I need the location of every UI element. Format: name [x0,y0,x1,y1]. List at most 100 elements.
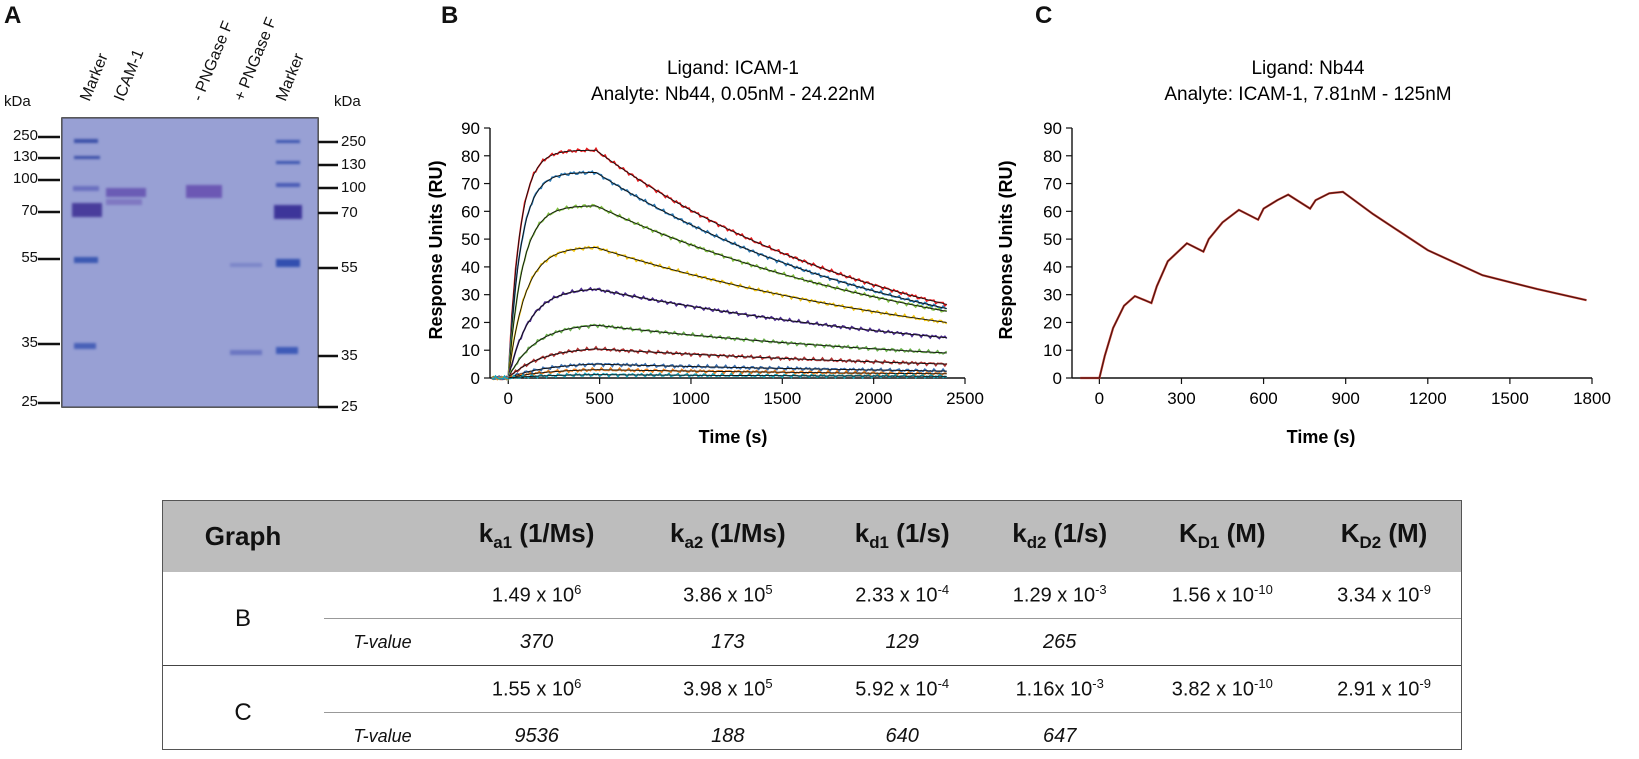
gel-image [0,0,420,420]
chart-b-ytick-label: 70 [461,175,480,194]
band-marker-right-35 [276,347,298,354]
header-kd2: kd2 (1/s) [981,500,1139,572]
band-marker-left-100 [73,186,99,191]
chart-b-xtick-label: 1500 [763,389,801,408]
chart-c-xtick-label: 1200 [1409,389,1447,408]
chart-b-series-line [492,148,947,379]
tvalue-label: T-value [324,713,441,759]
tvalue-cell [1306,713,1462,759]
tvalue-cell: 9536 [441,713,632,759]
chart-c-xtick-label: 1800 [1573,389,1611,408]
value-cell: 2.33 x 10-4 [823,572,981,619]
chart-c: Ligand: Nb44 Analyte: ICAM-1, 7.81nM - 1… [990,40,1630,470]
chart-b-xtick-label: 0 [504,389,513,408]
header-KD2: KD2 (M) [1306,500,1462,572]
chart-b-subtitle: Analyte: Nb44, 0.05nM - 24.22nM [591,84,875,105]
chart-c-ytick-label: 30 [1043,286,1062,305]
band-marker-right-250 [276,140,300,143]
band-marker-right-55 [276,259,300,267]
chart-b-ytick-label: 50 [461,230,480,249]
panel-letter-c: C [1035,2,1052,30]
chart-c-ytick-label: 20 [1043,313,1062,332]
chart-c-xtick-label: 300 [1167,389,1195,408]
band-marker-left-35 [74,343,96,349]
value-cell: 1.16x 10-3 [981,666,1139,713]
chart-b: Ligand: ICAM-1 Analyte: Nb44, 0.05nM - 2… [420,40,1010,470]
chart-c-xlabel: Time (s) [1287,427,1356,447]
value-cell: 5.92 x 10-4 [823,666,981,713]
chart-c-ytick-label: 10 [1043,341,1062,360]
tvalue-cell: 265 [981,619,1139,666]
chart-c-title: Ligand: Nb44 [1251,58,1364,79]
chart-b-xtick-label: 1000 [672,389,710,408]
tvalue-cell: 129 [823,619,981,666]
tvalue-cell: 370 [441,619,632,666]
chart-c-ytick-label: 40 [1043,258,1062,277]
chart-b-ytick-label: 30 [461,286,480,305]
chart-c-xtick-label: 900 [1331,389,1359,408]
value-cell: 1.55 x 106 [441,666,632,713]
band-marker-right-100 [276,183,300,187]
band-marker-left-70 [72,203,102,217]
chart-c-xtick-label: 1500 [1491,389,1529,408]
band-plus-pngase-35 [230,350,262,355]
value-cell: 2.91 x 10-9 [1306,666,1462,713]
header-ka2: ka2 (1/Ms) [632,500,823,572]
kinetics-table: Graph ka1 (1/Ms) ka2 (1/Ms) kd1 (1/s) kd… [162,500,1462,759]
value-cell: 3.34 x 10-9 [1306,572,1462,619]
tvalue-cell: 173 [632,619,823,666]
value-cell: 3.98 x 105 [632,666,823,713]
chart-c-xtick-label: 0 [1095,389,1104,408]
chart-b-series-line [492,247,947,380]
band-plus-pngase-55 [230,263,262,267]
chart-c-ytick-label: 50 [1043,230,1062,249]
chart-b-ylabel: Response Units (RU) [426,160,446,339]
tvalue-cell [1138,713,1306,759]
band-marker-right-130 [276,161,300,164]
value-cell: 3.82 x 10-10 [1138,666,1306,713]
chart-b-ytick-label: 0 [471,369,480,388]
band-icam1-lower [106,199,142,205]
chart-c-ylabel: Response Units (RU) [996,160,1016,339]
value-cell: 1.29 x 10-3 [981,572,1139,619]
panel-letter-b: B [441,2,458,30]
tvalue-cell: 640 [823,713,981,759]
chart-b-ytick-label: 10 [461,341,480,360]
tvalue-cell [1138,619,1306,666]
tvalue-label: T-value [324,619,441,666]
chart-b-xtick-label: 2500 [946,389,984,408]
band-minus-pngase [186,185,222,198]
chart-b-xlabel: Time (s) [699,427,768,447]
chart-c-ytick-label: 80 [1043,147,1062,166]
chart-b-fit-line [508,172,946,378]
chart-b-ytick-label: 40 [461,258,480,277]
value-cell: 3.86 x 105 [632,572,823,619]
graph-cell: C [162,666,324,759]
gel-panel: Marker ICAM-1 - PNGase F + PNGase F Mark… [0,0,420,420]
tvalue-cell: 188 [632,713,823,759]
chart-c-xtick-label: 600 [1249,389,1277,408]
value-cell: 1.49 x 106 [441,572,632,619]
band-marker-left-130 [74,156,100,159]
chart-b-xtick-label: 2000 [855,389,893,408]
value-cell: 1.56 x 10-10 [1138,572,1306,619]
chart-b-ytick-label: 80 [461,147,480,166]
tvalue-cell: 647 [981,713,1139,759]
table-header-row: Graph ka1 (1/Ms) ka2 (1/Ms) kd1 (1/s) kd… [162,500,1462,572]
chart-c-ytick-label: 60 [1043,202,1062,221]
chart-b-ytick-label: 90 [461,119,480,138]
chart-b-series-line [492,171,947,379]
chart-b-ytick-label: 20 [461,313,480,332]
chart-c-ytick-label: 0 [1053,369,1062,388]
chart-c-subtitle: Analyte: ICAM-1, 7.81nM - 125nM [1164,84,1451,105]
band-marker-left-250 [74,139,98,143]
spacer-cell [324,666,441,713]
chart-c-ytick-label: 70 [1043,175,1062,194]
header-kd1: kd1 (1/s) [823,500,981,572]
header-KD1: KD1 (M) [1138,500,1306,572]
header-spacer [324,500,441,572]
chart-b-ytick-label: 60 [461,202,480,221]
